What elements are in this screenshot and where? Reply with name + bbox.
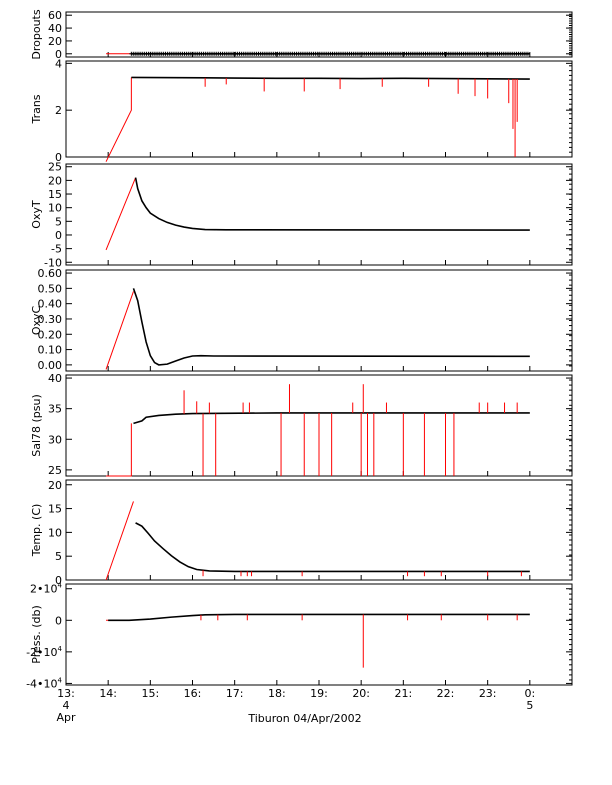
y-tick-label: 2•104 (30, 582, 62, 596)
y-axis-label-sal78: Sal78 (psu) (30, 394, 43, 457)
series-line-red (106, 423, 132, 477)
x-axis-label: Tiburon 04/Apr/2002 (247, 712, 361, 725)
y-tick-label: 0.50 (38, 282, 63, 295)
y-tick-label: 0.30 (38, 313, 63, 326)
y-axis-label-trans: Trans (30, 94, 43, 124)
y-tick-label: 2 (55, 104, 62, 117)
panel-press: Press. (db) 2•104 0 -2•104 -4•104 (26, 582, 573, 690)
y-tick-label: 5 (55, 215, 62, 228)
series-line-red (105, 501, 134, 581)
y-tick-label: 0 (55, 574, 62, 587)
x-tick-label: 19: (310, 687, 328, 700)
x-tick-label: 17: (226, 687, 244, 700)
x-tick-label: 0: (524, 687, 535, 700)
y-tick-label: -10 (44, 256, 62, 269)
y-tick-label: 0 (55, 151, 62, 164)
y-axis-label-dropouts: Dropouts (30, 9, 43, 59)
series-line-red (105, 291, 134, 370)
series-line-red (105, 77, 132, 162)
y-tick-label: 5 (55, 550, 62, 563)
y-tick-label: 25 (48, 464, 62, 477)
x-tick-label: 22: (437, 687, 455, 700)
x-tick-label: 21: (394, 687, 412, 700)
y-tick-label: 35 (48, 403, 62, 416)
y-tick-label: 20 (48, 174, 62, 187)
x-tick-label: 16: (184, 687, 202, 700)
series-line-black (134, 177, 530, 231)
y-tick-label: 60 (48, 9, 62, 22)
x-tick-label: 23: (479, 687, 497, 700)
y-tick-label: 40 (48, 372, 62, 385)
chart-panels: Dropouts 6040200Trans420OxyT2520151050-5-… (26, 9, 573, 690)
panel-frame (65, 479, 573, 581)
y-tick-label: 40 (48, 22, 62, 35)
panel-frame (65, 163, 573, 266)
y-tick-label: -4•104 (26, 676, 62, 690)
y-tick-label: 0.00 (38, 359, 63, 372)
y-axis-label-oxyt: OxyT (30, 200, 43, 229)
y-tick-label: 10 (48, 526, 62, 539)
series-line-black (135, 522, 530, 573)
panel-frame (65, 583, 573, 686)
x-tick-sublabel: Apr (56, 711, 76, 724)
y-tick-label: 20 (48, 479, 62, 492)
series-line-black (108, 613, 530, 622)
y-axis-label-press: Press. (db) (30, 605, 43, 664)
series-line-black (133, 412, 530, 425)
y-tick-label: -5 (51, 243, 62, 256)
x-tick-label: 15: (141, 687, 159, 700)
panel-temp: Temp. (C) 20 15 10 5 0 (30, 479, 573, 587)
x-tick-label: 20: (352, 687, 370, 700)
y-tick-label: 0.10 (38, 344, 63, 357)
y-tick-label: 10 (48, 202, 62, 215)
y-tick-label: 0 (55, 229, 62, 242)
panel-frame (65, 11, 573, 58)
panel-oxyc: OxyC 0.60 0.50 0.40 0.30 0.20 0.10 0.00 (30, 267, 573, 372)
series-line-black (131, 76, 530, 80)
y-tick-label: -2•104 (26, 645, 62, 659)
y-tick-label: 0.20 (38, 328, 63, 341)
y-tick-label: 15 (48, 503, 62, 516)
x-tick-label: 18: (268, 687, 286, 700)
panel-trans: Trans 4 2 0 (30, 57, 573, 164)
y-tick-label: 4 (55, 57, 62, 70)
panel-frame (65, 60, 573, 158)
y-tick-label: 30 (48, 433, 62, 446)
y-tick-label: 0 (55, 48, 62, 61)
x-tick-label: 14: (99, 687, 117, 700)
y-tick-label: 0.60 (38, 267, 63, 280)
x-tick-sublabel: 4 (63, 699, 70, 712)
panel-sal78: Sal78 (psu) 40 35 30 25 (30, 372, 573, 477)
y-tick-label: 0.40 (38, 298, 63, 311)
y-tick-label: 25 (48, 161, 62, 174)
y-tick-label: 15 (48, 188, 62, 201)
series-line-red (105, 177, 137, 251)
y-axis-label-temp: Temp. (C) (30, 504, 43, 558)
y-axis-label-oxyc: OxyC (30, 306, 43, 336)
y-tick-label: 20 (48, 35, 62, 48)
x-tick-sublabel: 5 (526, 699, 533, 712)
y-tick-label: 0 (55, 614, 62, 627)
series-line-black (132, 288, 530, 366)
x-tick-label: 13: (57, 687, 75, 700)
